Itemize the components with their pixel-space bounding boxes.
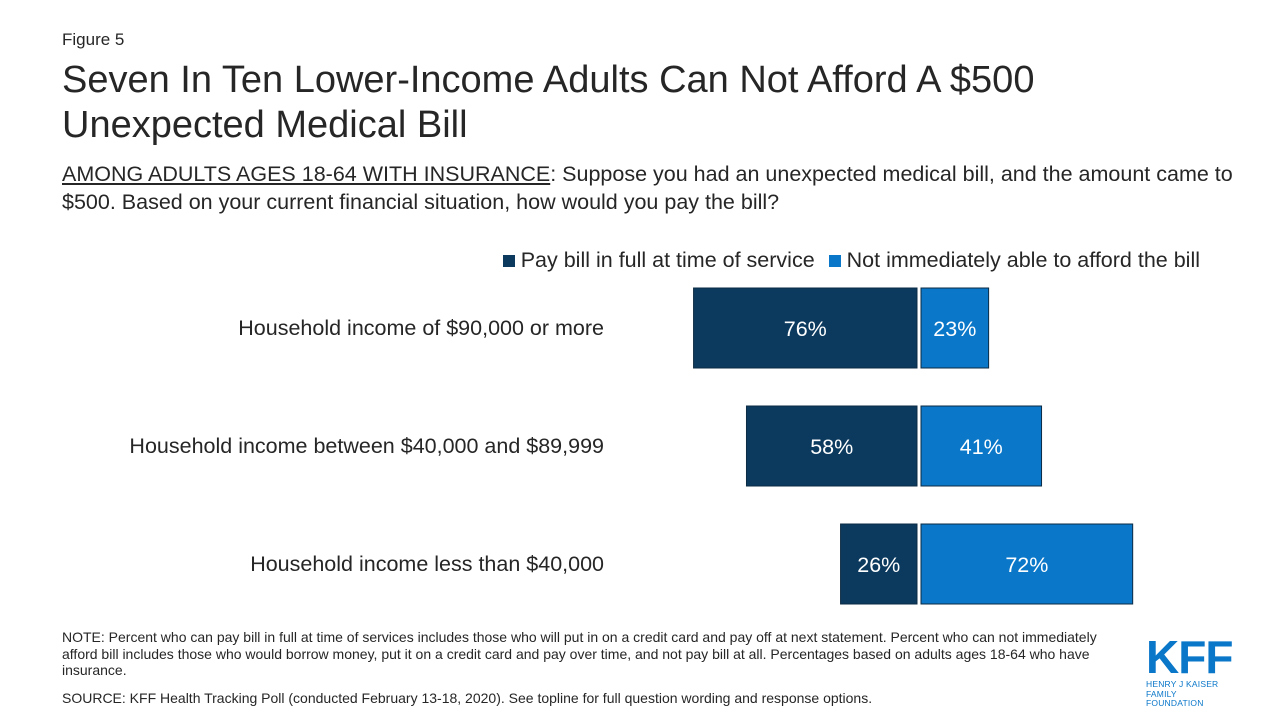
- bar-pay-in-full: [840, 523, 918, 605]
- data-label-not-afford: 23%: [933, 317, 976, 341]
- chart-title: Seven In Ten Lower-Income Adults Can Not…: [62, 59, 1035, 146]
- data-label-pay-in-full: 58%: [810, 435, 853, 459]
- legend-label-not-afford: Not immediately able to afford the bill: [846, 248, 1200, 272]
- legend-label-pay-in-full: Pay bill in full at time of service: [520, 248, 815, 272]
- category-label: Household income less than $40,000: [250, 552, 604, 576]
- category-label: Household income between $40,000 and $89…: [129, 434, 604, 458]
- subtitle-question: : Suppose you had an unexpected medical …: [62, 162, 1233, 214]
- bar-not-afford: [920, 523, 1134, 605]
- subtitle-lead: AMONG ADULTS AGES 18-64 WITH INSURANCE: [62, 162, 551, 186]
- bar-not-afford: [920, 287, 990, 369]
- bar-pay-in-full: [745, 405, 918, 487]
- figure-label: Figure 5: [62, 30, 125, 49]
- legend-swatch-not-afford: [828, 254, 841, 267]
- bar-chart: Household income of $90,000 or more 76% 23…: [129, 287, 1134, 605]
- data-label-pay-in-full: 76%: [784, 317, 827, 341]
- logo-subtitle: HENRY J KAISER FAMILY FOUNDATION: [1146, 679, 1236, 709]
- logo-mark: KFF: [1146, 631, 1233, 683]
- footnote: NOTE: Percent who can pay bill in full a…: [62, 629, 1097, 678]
- logo-line-1: HENRY J KAISER: [1146, 679, 1219, 689]
- logo-line-2: FAMILY FOUNDATION: [1146, 688, 1204, 708]
- data-label-pay-in-full: 26%: [857, 553, 900, 577]
- data-label-not-afford: 41%: [960, 435, 1003, 459]
- kff-logo: KFF HENRY J KAISER FAMILY FOUNDATION: [1146, 631, 1236, 709]
- bar-pay-in-full: [693, 287, 918, 369]
- chart-legend: Pay bill in full at time of service Not …: [489, 248, 1200, 273]
- source-note: SOURCE: KFF Health Tracking Poll (conduc…: [62, 690, 873, 706]
- legend-item-not-afford: Not immediately able to afford the bill: [828, 248, 1200, 273]
- category-label: Household income of $90,000 or more: [238, 316, 604, 340]
- chart-subtitle: AMONG ADULTS AGES 18-64 WITH INSURANCE: …: [62, 160, 1242, 216]
- legend-swatch-pay-in-full: [502, 254, 515, 267]
- data-label-not-afford: 72%: [1005, 553, 1048, 577]
- legend-item-pay-in-full: Pay bill in full at time of service: [502, 248, 815, 273]
- bar-not-afford: [920, 405, 1043, 487]
